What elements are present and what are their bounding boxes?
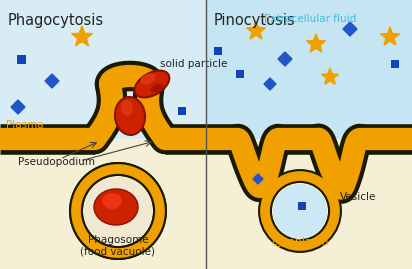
Text: Extracellular fluid: Extracellular fluid — [264, 14, 356, 24]
Text: Plasma
membrane: Plasma membrane — [6, 120, 63, 142]
Bar — [391, 60, 399, 68]
Ellipse shape — [150, 84, 164, 93]
Polygon shape — [343, 22, 357, 36]
Bar — [206, 0, 412, 139]
Polygon shape — [278, 52, 292, 66]
Ellipse shape — [135, 70, 169, 97]
Bar — [17, 55, 26, 63]
Polygon shape — [253, 174, 263, 184]
Text: cytoplasm: cytoplasm — [271, 237, 329, 247]
Bar — [298, 202, 306, 210]
Text: solid particle: solid particle — [160, 59, 227, 69]
Text: Phagocytosis: Phagocytosis — [8, 13, 104, 28]
Ellipse shape — [102, 193, 122, 209]
Polygon shape — [264, 78, 276, 90]
Text: Pseudopodium: Pseudopodium — [18, 157, 95, 167]
Polygon shape — [321, 68, 339, 84]
Circle shape — [273, 184, 327, 238]
Bar — [178, 107, 186, 115]
Text: Phagosome
(food vacuole): Phagosome (food vacuole) — [80, 235, 155, 257]
Bar — [236, 70, 244, 78]
Text: Vesicle: Vesicle — [340, 192, 377, 202]
Bar — [0, 139, 206, 269]
Polygon shape — [307, 34, 325, 52]
Polygon shape — [11, 100, 25, 114]
Bar — [0, 0, 206, 139]
Polygon shape — [246, 21, 265, 39]
Ellipse shape — [115, 97, 145, 135]
Ellipse shape — [140, 73, 156, 85]
Polygon shape — [72, 26, 92, 46]
Polygon shape — [45, 74, 59, 88]
Ellipse shape — [94, 189, 138, 225]
Polygon shape — [381, 27, 400, 45]
Ellipse shape — [121, 100, 133, 116]
Bar — [214, 47, 222, 55]
Circle shape — [84, 177, 152, 245]
Text: Pinocytosis: Pinocytosis — [214, 13, 296, 28]
Bar — [206, 139, 412, 269]
